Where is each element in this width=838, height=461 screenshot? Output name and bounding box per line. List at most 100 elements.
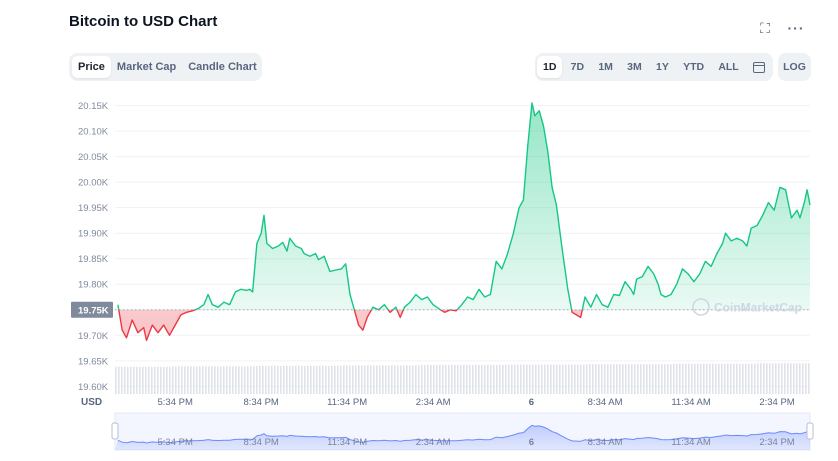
volume-bar xyxy=(349,365,351,394)
range-tabs: 1D 7D 1M 3M 1Y YTD ALL xyxy=(535,53,773,81)
x-tick-label: 8:34 PM xyxy=(243,397,278,408)
navigator-handle-left[interactable] xyxy=(111,422,119,440)
range-1m[interactable]: 1M xyxy=(598,61,613,73)
log-button[interactable]: LOG xyxy=(783,61,806,73)
volume-bar xyxy=(712,363,714,394)
volume-bar xyxy=(664,364,666,394)
watermark: CoinMarketCap xyxy=(714,301,802,315)
x-tick-label: 8:34 AM xyxy=(588,397,623,408)
volume-bar xyxy=(781,363,783,394)
volume-bar xyxy=(142,366,144,394)
price-area-up xyxy=(117,103,810,310)
range-1y[interactable]: 1Y xyxy=(656,61,669,73)
volume-bar xyxy=(298,365,300,394)
fullscreen-icon[interactable]: ⛶ xyxy=(760,20,770,36)
volume-bar xyxy=(130,366,132,394)
volume-bar xyxy=(346,365,348,394)
reference-price-label: 19.75K xyxy=(78,305,109,316)
volume-bar xyxy=(595,364,597,394)
volume-bar xyxy=(133,366,135,394)
volume-bar xyxy=(238,366,240,394)
tab-price[interactable]: Price xyxy=(72,56,111,78)
volume-bar xyxy=(385,365,387,394)
volume-bar xyxy=(250,366,252,394)
volume-bar xyxy=(499,364,501,394)
volume-bar xyxy=(658,364,660,394)
volume-bar xyxy=(517,364,519,394)
volume-bar xyxy=(622,364,624,394)
volume-bar xyxy=(322,365,324,394)
more-horizontal-icon[interactable]: ··· xyxy=(787,20,805,36)
volume-bar xyxy=(685,363,687,394)
volume-bar xyxy=(244,366,246,394)
volume-bar xyxy=(265,365,267,394)
range-all[interactable]: ALL xyxy=(718,61,739,73)
volume-bar xyxy=(388,365,390,394)
volume-bar xyxy=(355,365,357,394)
calendar-icon[interactable] xyxy=(752,61,765,73)
volume-bar xyxy=(718,363,720,394)
volume-bar xyxy=(412,365,414,394)
volume-bar xyxy=(454,364,456,394)
volume-bar xyxy=(667,364,669,394)
volume-bar xyxy=(145,366,147,394)
x-tick-label: 2:34 PM xyxy=(759,397,794,408)
volume-bar xyxy=(202,366,204,394)
volume-bar xyxy=(466,364,468,394)
volume-bar xyxy=(604,364,606,394)
volume-bar xyxy=(199,366,201,394)
volume-bar xyxy=(337,365,339,394)
volume-bar xyxy=(184,366,186,394)
volume-bar xyxy=(742,363,744,394)
volume-bar xyxy=(358,365,360,394)
volume-bar xyxy=(262,365,264,394)
volume-bar xyxy=(547,364,549,394)
volume-bar xyxy=(310,365,312,394)
range-1d[interactable]: 1D xyxy=(537,56,563,78)
range-3m[interactable]: 3M xyxy=(627,61,642,73)
tab-market-cap[interactable]: Market Cap xyxy=(116,61,177,73)
volume-bar xyxy=(619,364,621,394)
volume-bar xyxy=(295,365,297,394)
volume-bar xyxy=(562,364,564,394)
volume-bar xyxy=(607,364,609,394)
volume-bar xyxy=(739,363,741,394)
navigator-tick-label: 6 xyxy=(529,437,534,448)
volume-bar xyxy=(763,363,765,394)
volume-bar xyxy=(226,366,228,394)
volume-bar xyxy=(778,363,780,394)
volume-bar xyxy=(616,364,618,394)
volume-bar xyxy=(514,364,516,394)
volume-bar xyxy=(253,366,255,394)
volume-bar xyxy=(421,364,423,394)
navigator-tick-label: 2:34 PM xyxy=(759,437,794,448)
volume-bar xyxy=(586,364,588,394)
y-tick-label: 19.65K xyxy=(78,356,109,367)
volume-bar xyxy=(448,364,450,394)
y-tick-label: 19.95K xyxy=(78,203,109,214)
volume-bar xyxy=(691,363,693,394)
range-ytd[interactable]: YTD xyxy=(683,61,705,73)
chart-type-tabs: Price Market Cap Candle Chart xyxy=(69,53,262,81)
volume-bar xyxy=(670,364,672,394)
volume-bar xyxy=(535,364,537,394)
volume-bar xyxy=(724,363,726,394)
tab-candle-chart[interactable]: Candle Chart xyxy=(188,61,257,73)
navigator-handle-right[interactable] xyxy=(806,422,814,440)
navigator-tick-label: 11:34 AM xyxy=(671,437,711,448)
volume-bar xyxy=(808,363,810,394)
volume-bar xyxy=(292,365,294,394)
navigator-tick-label: 2:34 AM xyxy=(416,437,451,448)
volume-bar xyxy=(361,365,363,394)
range-7d[interactable]: 7D xyxy=(570,61,585,73)
y-tick-label: 19.85K xyxy=(78,254,109,265)
volume-bar xyxy=(580,364,582,394)
volume-bar xyxy=(706,363,708,394)
y-tick-label: 19.90K xyxy=(78,229,109,240)
volume-bar xyxy=(769,363,771,394)
volume-bar xyxy=(268,365,270,394)
volume-bar xyxy=(484,364,486,394)
volume-bar xyxy=(538,364,540,394)
volume-bar xyxy=(496,364,498,394)
